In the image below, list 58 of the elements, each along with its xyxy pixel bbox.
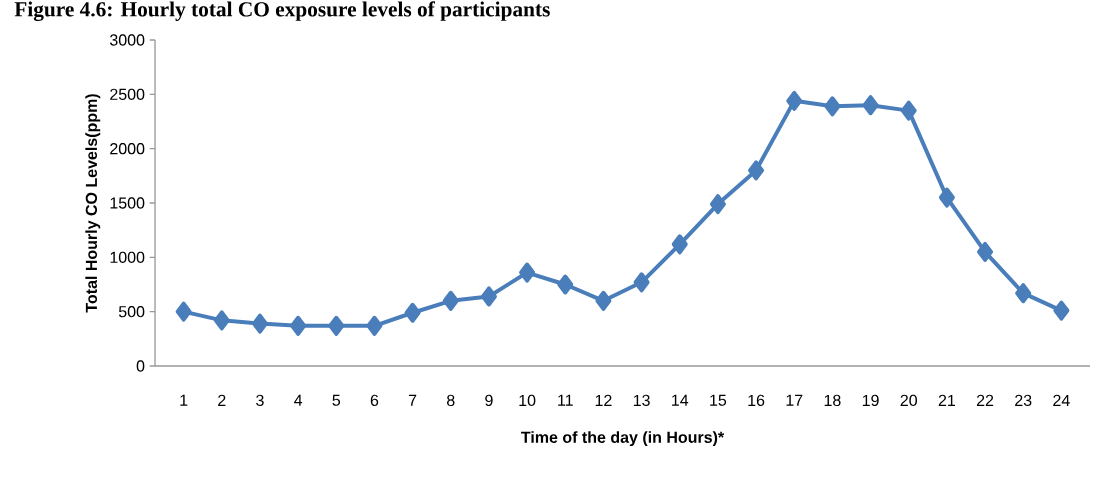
point <box>748 160 765 181</box>
point <box>175 301 192 322</box>
x-tick-label: 12 <box>595 394 612 406</box>
x-tick-label: 15 <box>710 394 727 406</box>
point <box>709 194 726 215</box>
x-tick-label: 8 <box>447 394 455 407</box>
point <box>786 90 803 111</box>
y-tick-label: 2500 <box>110 88 145 100</box>
point <box>366 315 383 336</box>
point <box>404 302 421 323</box>
x-tick-label: 9 <box>485 394 493 407</box>
point <box>480 286 497 307</box>
x-tick-label: 17 <box>786 394 803 406</box>
x-tick-label: 7 <box>408 394 417 406</box>
x-tick-label: 21 <box>938 394 955 406</box>
point <box>938 187 955 208</box>
y-tick-label: 2000 <box>110 143 145 155</box>
point <box>977 241 994 262</box>
point <box>442 290 459 311</box>
y-tick-label: 1000 <box>110 251 145 263</box>
x-tick-label: 2 <box>218 394 226 406</box>
x-tick-label: 18 <box>824 394 841 407</box>
x-tick-label: 14 <box>672 394 689 406</box>
point <box>633 272 650 293</box>
x-tick-label: 6 <box>370 394 379 407</box>
x-tick-label: 22 <box>976 394 994 406</box>
x-tick-label: 10 <box>519 394 536 407</box>
point <box>213 310 230 331</box>
x-tick-label: 11 <box>558 394 573 406</box>
y-tick-label: 1500 <box>110 197 145 209</box>
point <box>1015 283 1032 304</box>
x-tick-label: 5 <box>332 394 341 406</box>
x-tick-label: 24 <box>1053 394 1070 406</box>
point <box>328 315 345 336</box>
x-axis-title: Time of the day (in Hours)* <box>521 431 725 447</box>
point <box>1053 300 1070 321</box>
x-tick-label: 20 <box>900 394 918 407</box>
y-tick-label: 0 <box>136 360 145 372</box>
x-tick-label: 3 <box>256 394 264 407</box>
chart-title: Figure 4.6: Hourly total CO exposure levels of participants <box>14 1 550 21</box>
y-tick-label: 500 <box>118 306 145 318</box>
point <box>290 315 307 336</box>
x-tick-label: 16 <box>748 394 765 407</box>
point <box>862 95 879 116</box>
point <box>671 234 688 255</box>
x-tick-label: 4 <box>294 394 303 406</box>
point <box>824 96 841 117</box>
x-tick-label: 1 <box>180 394 188 406</box>
x-tick-label: 13 <box>633 394 650 407</box>
y-axis-title: Total Hourly CO Levels(ppm) <box>85 94 101 313</box>
x-tick-label: 23 <box>1015 394 1032 407</box>
point <box>595 290 612 311</box>
y-tick-label: 3000 <box>109 34 145 46</box>
point <box>519 262 536 283</box>
point <box>251 313 268 334</box>
x-tick-label: 19 <box>862 394 879 407</box>
point <box>900 100 917 121</box>
point <box>557 274 574 295</box>
